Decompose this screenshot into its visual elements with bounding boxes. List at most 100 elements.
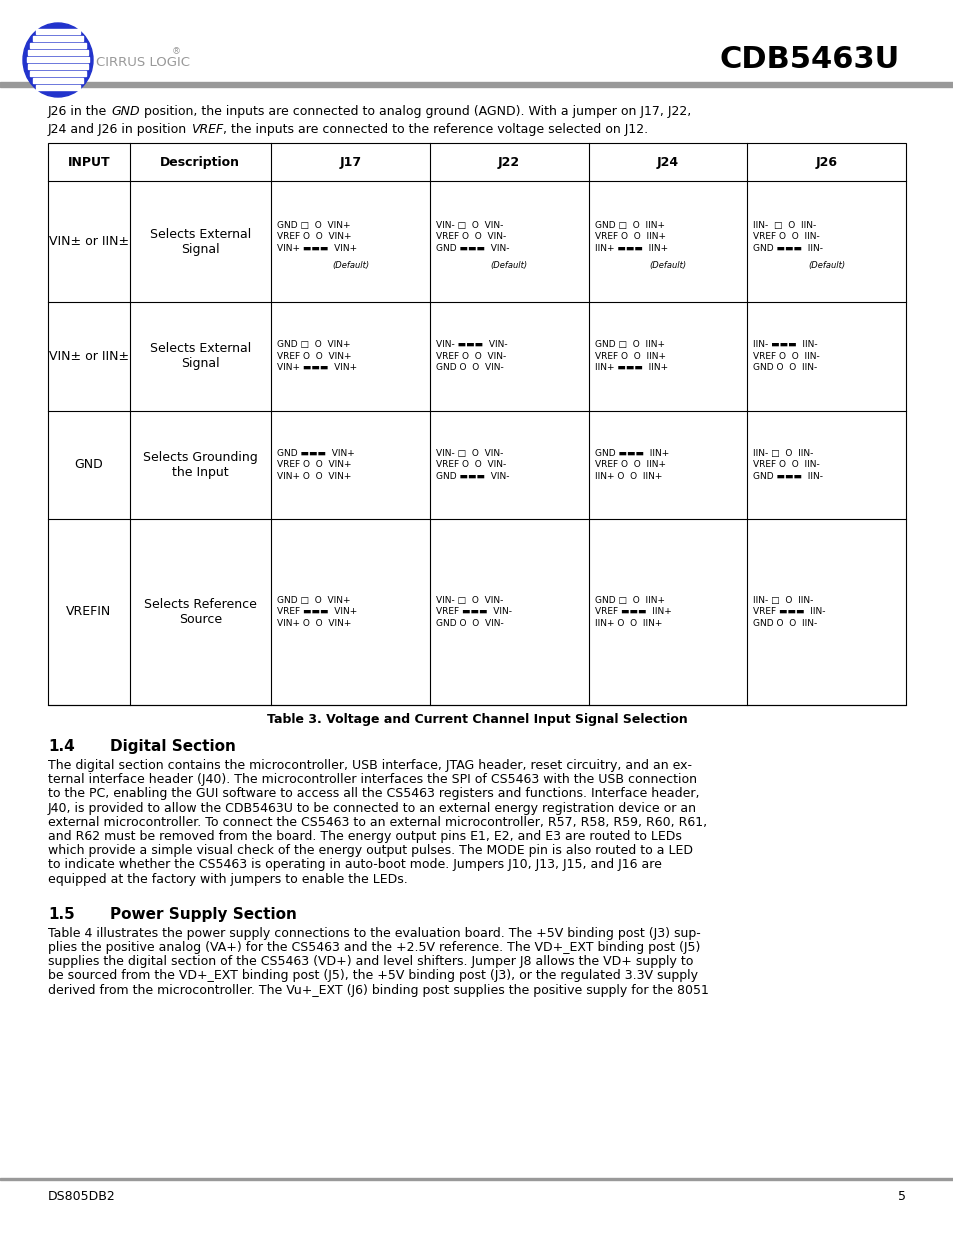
Text: J40, is provided to allow the CDB5463U to be connected to an external energy reg: J40, is provided to allow the CDB5463U t…: [48, 802, 697, 815]
Text: IIN+ ▬▬▬  IIN+: IIN+ ▬▬▬ IIN+: [594, 363, 667, 372]
Text: VIN± or IIN±: VIN± or IIN±: [49, 350, 129, 363]
Text: , the inputs are connected to the reference voltage selected on J12.: , the inputs are connected to the refere…: [223, 124, 648, 136]
Text: Selects Grounding
the Input: Selects Grounding the Input: [143, 451, 257, 479]
Text: be sourced from the VD+_EXT binding post (J5), the +5V binding post (J3), or the: be sourced from the VD+_EXT binding post…: [48, 969, 698, 982]
Text: GND O  O  IIN-: GND O O IIN-: [753, 619, 817, 627]
Text: VREF O  O  IIN+: VREF O O IIN+: [594, 461, 665, 469]
Text: IIN- □  O  IIN-: IIN- □ O IIN-: [753, 448, 813, 458]
Text: GND ▬▬▬  VIN-: GND ▬▬▬ VIN-: [436, 243, 509, 253]
Text: equipped at the factory with jumpers to enable the LEDs.: equipped at the factory with jumpers to …: [48, 873, 407, 885]
Text: IIN-  □  O  IIN-: IIN- □ O IIN-: [753, 221, 816, 230]
Text: GND ▬▬▬  IIN-: GND ▬▬▬ IIN-: [753, 243, 822, 253]
Text: Digital Section: Digital Section: [110, 739, 235, 755]
Text: CDB5463U: CDB5463U: [719, 46, 899, 74]
Text: VIN+ O  O  VIN+: VIN+ O O VIN+: [276, 619, 351, 627]
Text: The digital section contains the microcontroller, USB interface, JTAG header, re: The digital section contains the microco…: [48, 760, 691, 772]
Text: VREF O  O  IIN+: VREF O O IIN+: [594, 232, 665, 241]
Text: position, the inputs are connected to analog ground (AGND). With a jumper on J17: position, the inputs are connected to an…: [140, 105, 690, 119]
Bar: [30, 70, 86, 77]
Text: Description: Description: [160, 156, 240, 169]
Text: VREF ▬▬▬  IIN+: VREF ▬▬▬ IIN+: [594, 608, 671, 616]
Bar: [0, 82, 953, 86]
Text: GND ▬▬▬  IIN+: GND ▬▬▬ IIN+: [594, 448, 668, 458]
Text: GND: GND: [112, 105, 140, 119]
Text: and R62 must be removed from the board. The energy output pins E1, E2, and E3 ar: and R62 must be removed from the board. …: [48, 830, 681, 844]
Text: (Default): (Default): [490, 261, 527, 269]
Text: GND ▬▬▬  VIN+: GND ▬▬▬ VIN+: [276, 448, 355, 458]
Text: VREF ▬▬▬  VIN-: VREF ▬▬▬ VIN-: [436, 608, 511, 616]
Text: INPUT: INPUT: [68, 156, 110, 169]
Bar: [36, 28, 80, 35]
Text: GND □  O  IIN+: GND □ O IIN+: [594, 221, 664, 230]
Text: Table 3. Voltage and Current Channel Input Signal Selection: Table 3. Voltage and Current Channel Inp…: [266, 713, 687, 726]
Text: VIN+ ▬▬▬  VIN+: VIN+ ▬▬▬ VIN+: [276, 243, 356, 253]
Bar: [0, 1178, 953, 1179]
Text: derived from the microcontroller. The Vu+_EXT (J6) binding post supplies the pos: derived from the microcontroller. The Vu…: [48, 983, 708, 997]
Text: Selects External
Signal: Selects External Signal: [150, 342, 251, 370]
Bar: [28, 63, 88, 69]
Text: VREF O  O  VIN-: VREF O O VIN-: [436, 461, 505, 469]
Text: Selects Reference
Source: Selects Reference Source: [144, 598, 256, 626]
Bar: [36, 84, 80, 90]
Text: VREF O  O  IIN-: VREF O O IIN-: [753, 352, 820, 361]
Text: Table 4 illustrates the power supply connections to the evaluation board. The +5: Table 4 illustrates the power supply con…: [48, 926, 700, 940]
Text: GND O  O  VIN-: GND O O VIN-: [436, 619, 503, 627]
Text: VREF ▬▬▬  VIN+: VREF ▬▬▬ VIN+: [276, 608, 357, 616]
Text: ®: ®: [172, 47, 181, 57]
Text: IIN+ O  O  IIN+: IIN+ O O IIN+: [594, 472, 661, 480]
Text: VIN+ O  O  VIN+: VIN+ O O VIN+: [276, 472, 351, 480]
Text: VREF O  O  VIN+: VREF O O VIN+: [276, 461, 352, 469]
Text: GND: GND: [74, 458, 103, 472]
Text: which provide a simple visual check of the energy output pulses. The MODE pin is: which provide a simple visual check of t…: [48, 845, 692, 857]
Text: VIN+ ▬▬▬  VIN+: VIN+ ▬▬▬ VIN+: [276, 363, 356, 372]
Text: Selects External
Signal: Selects External Signal: [150, 227, 251, 256]
Text: supplies the digital section of the CS5463 (VD+) and level shifters. Jumper J8 a: supplies the digital section of the CS54…: [48, 955, 693, 968]
Text: (Default): (Default): [332, 261, 369, 269]
Text: J26: J26: [815, 156, 837, 169]
Bar: [48, 143, 905, 705]
Text: J24: J24: [657, 156, 679, 169]
Text: VIN- ▬▬▬  VIN-: VIN- ▬▬▬ VIN-: [436, 341, 507, 350]
Text: (Default): (Default): [649, 261, 686, 269]
Text: VIN- □  O  VIN-: VIN- □ O VIN-: [436, 448, 502, 458]
Text: 5: 5: [897, 1191, 905, 1203]
Text: external microcontroller. To connect the CS5463 to an external microcontroller, : external microcontroller. To connect the…: [48, 816, 706, 829]
Bar: [28, 49, 88, 56]
Text: VREF O  O  IIN-: VREF O O IIN-: [753, 461, 820, 469]
Text: ternal interface header (J40). The microcontroller interfaces the SPI of CS5463 : ternal interface header (J40). The micro…: [48, 773, 697, 787]
Text: GND O  O  IIN-: GND O O IIN-: [753, 363, 817, 372]
Text: VREF O  O  VIN-: VREF O O VIN-: [436, 352, 505, 361]
Text: to the PC, enabling the GUI software to access all the CS5463 registers and func: to the PC, enabling the GUI software to …: [48, 788, 699, 800]
Text: VREFIN: VREFIN: [66, 605, 112, 619]
Text: J24 and J26 in position: J24 and J26 in position: [48, 124, 191, 136]
Bar: [30, 42, 86, 48]
Text: GND □  O  VIN+: GND □ O VIN+: [276, 341, 350, 350]
Text: plies the positive analog (VA+) for the CS5463 and the +2.5V reference. The VD+_: plies the positive analog (VA+) for the …: [48, 941, 700, 953]
Text: DS805DB2: DS805DB2: [48, 1191, 115, 1203]
Text: GND □  O  VIN+: GND □ O VIN+: [276, 597, 350, 605]
Ellipse shape: [23, 23, 92, 98]
Text: VREF ▬▬▬  IIN-: VREF ▬▬▬ IIN-: [753, 608, 825, 616]
Text: VIN- □  O  VIN-: VIN- □ O VIN-: [436, 221, 502, 230]
Bar: [27, 57, 89, 62]
Text: VIN- □  O  VIN-: VIN- □ O VIN-: [436, 597, 502, 605]
Text: GND □  O  IIN+: GND □ O IIN+: [594, 597, 664, 605]
Text: IIN+ O  O  IIN+: IIN+ O O IIN+: [594, 619, 661, 627]
Text: 1.5: 1.5: [48, 906, 74, 921]
Text: to indicate whether the CS5463 is operating in auto-boot mode. Jumpers J10, J13,: to indicate whether the CS5463 is operat…: [48, 858, 661, 872]
Text: IIN- □  O  IIN-: IIN- □ O IIN-: [753, 597, 813, 605]
Text: J17: J17: [339, 156, 361, 169]
Text: J22: J22: [497, 156, 519, 169]
Text: GND ▬▬▬  IIN-: GND ▬▬▬ IIN-: [753, 472, 822, 480]
Bar: [33, 36, 83, 41]
Text: VREF O  O  VIN+: VREF O O VIN+: [276, 232, 352, 241]
Bar: [33, 78, 83, 83]
Text: GND □  O  VIN+: GND □ O VIN+: [276, 221, 350, 230]
Text: VREF O  O  VIN-: VREF O O VIN-: [436, 232, 505, 241]
Text: GND ▬▬▬  VIN-: GND ▬▬▬ VIN-: [436, 472, 509, 480]
Text: GND O  O  VIN-: GND O O VIN-: [436, 363, 503, 372]
Text: CIRRUS LOGIC: CIRRUS LOGIC: [96, 56, 190, 68]
Text: VREF O  O  IIN-: VREF O O IIN-: [753, 232, 820, 241]
Text: VREF: VREF: [191, 124, 223, 136]
Text: IIN- ▬▬▬  IIN-: IIN- ▬▬▬ IIN-: [753, 341, 817, 350]
